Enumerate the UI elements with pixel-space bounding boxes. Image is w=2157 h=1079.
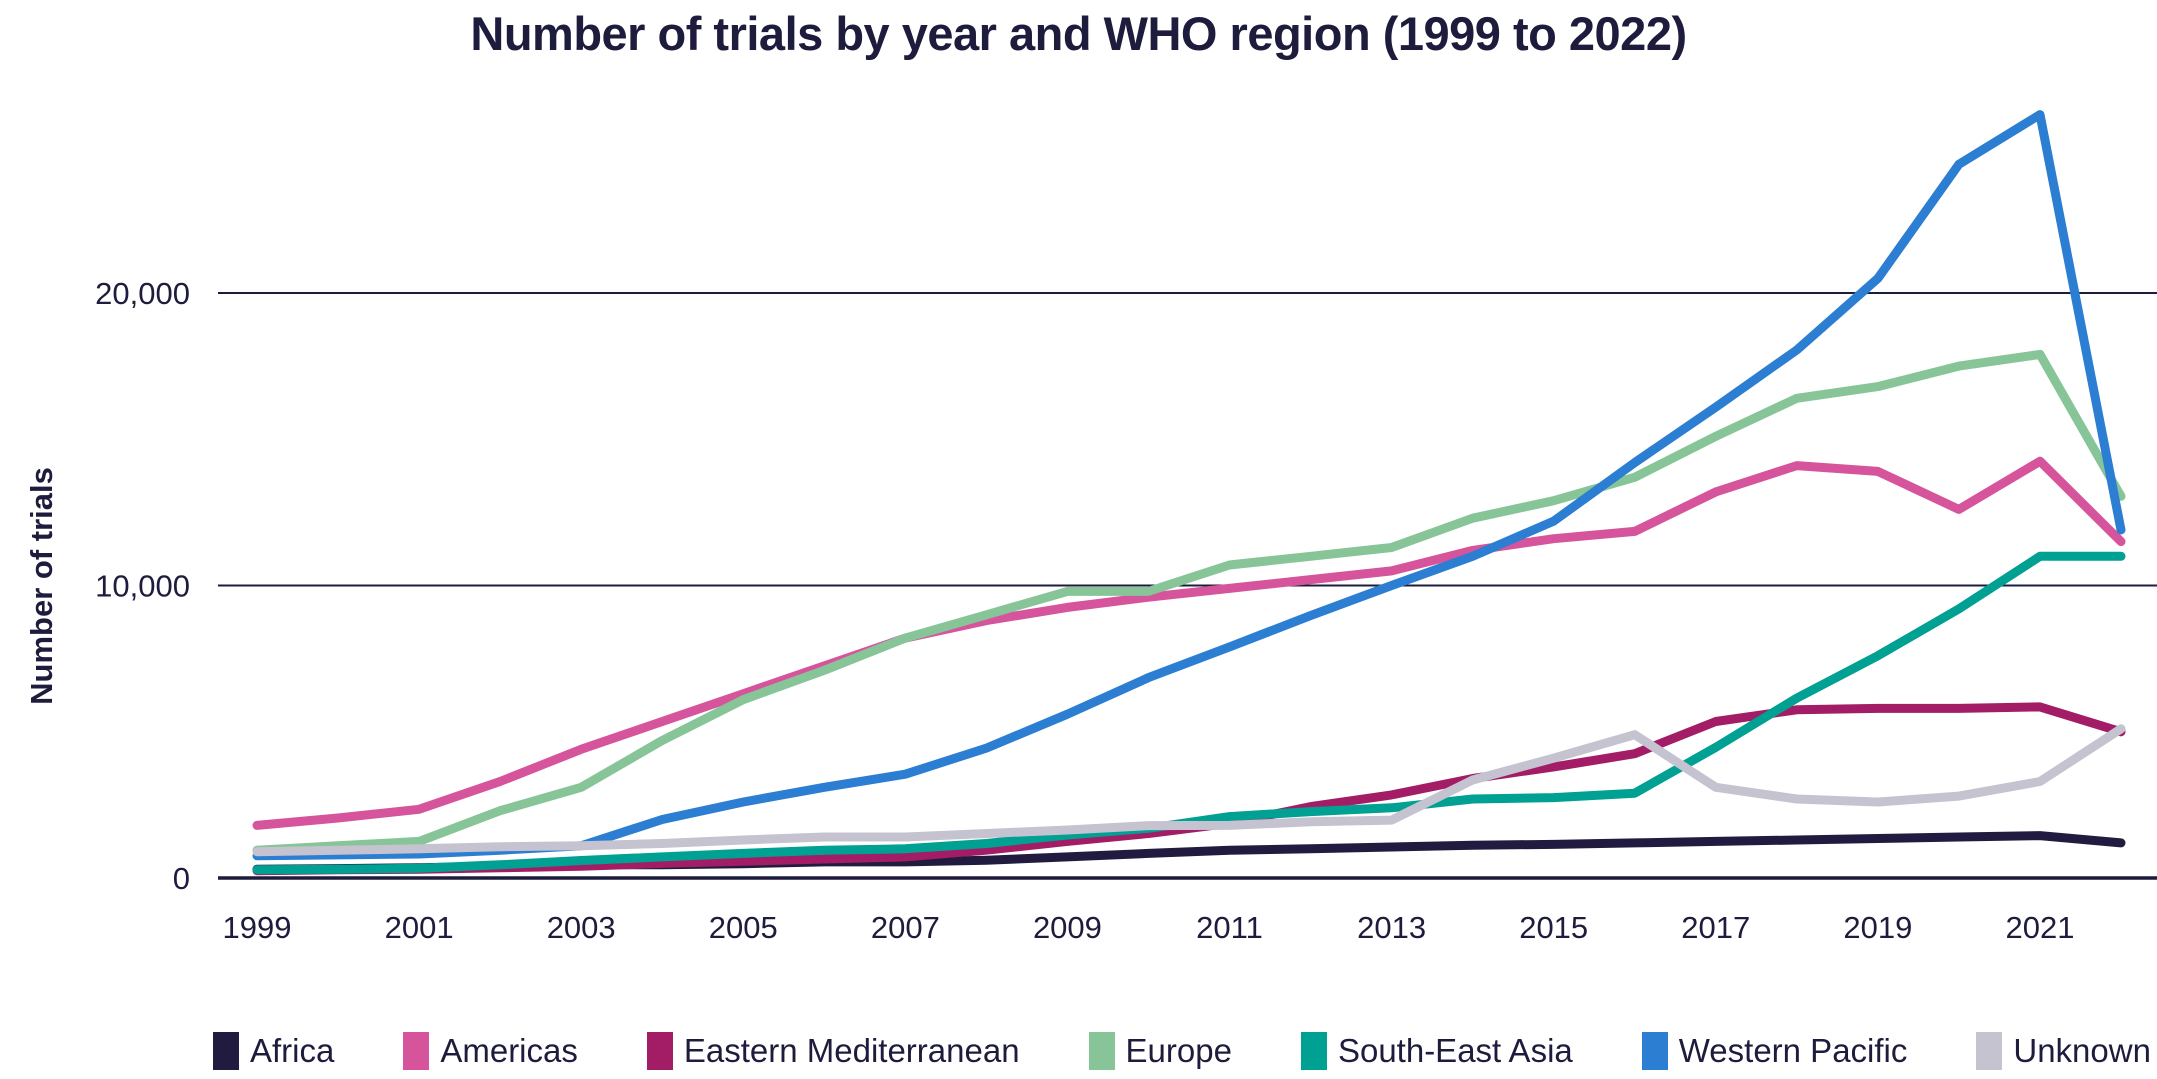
x-tick-label: 2013	[1357, 910, 1426, 945]
legend-label: Europe	[1125, 1032, 1232, 1069]
chart-legend: Africa Americas Eastern Mediterranean Europ…	[213, 1028, 2151, 1074]
legend-item-south-east-asia[interactable]: South-East Asia	[1300, 1032, 1573, 1070]
legend-swatch	[403, 1032, 430, 1070]
legend-item-africa[interactable]: Africa	[213, 1032, 334, 1070]
data-line-americas	[252, 456, 2126, 830]
x-tick-label: 2011	[1196, 910, 1263, 945]
legend-item-americas[interactable]: Americas	[403, 1032, 578, 1070]
x-tick-label: 2003	[547, 910, 616, 945]
x-tick-label: 2019	[1843, 910, 1912, 945]
y-tick-label: 10,000	[95, 569, 190, 604]
legend-swatch	[1088, 1032, 1115, 1070]
legend-label: Western Pacific	[1678, 1032, 1908, 1069]
legend-label: Unknown	[2013, 1032, 2151, 1069]
x-tick-label: 2007	[871, 910, 940, 945]
legend-item-unknown[interactable]: Unknown	[1976, 1032, 2151, 1070]
legend-label: South-East Asia	[1337, 1032, 1573, 1069]
legend-label: Eastern Mediterranean	[683, 1032, 1020, 1069]
x-tick-label: 2009	[1033, 910, 1102, 945]
legend-item-western-pacific[interactable]: Western Pacific	[1641, 1032, 1908, 1070]
y-tick-label: 0	[173, 861, 190, 896]
legend-swatch	[1976, 1032, 2003, 1070]
x-tick-label: 2021	[2005, 910, 2074, 945]
x-tick-label: 2001	[385, 910, 454, 945]
legend-swatch	[1300, 1032, 1327, 1070]
legend-item-eastern-mediterranean[interactable]: Eastern Mediterranean	[646, 1032, 1020, 1070]
legend-swatch	[213, 1032, 239, 1070]
chart-title: Number of trials by year and WHO region …	[470, 7, 1687, 60]
data-line-europe	[252, 349, 2126, 855]
legend-item-europe[interactable]: Europe	[1088, 1032, 1232, 1070]
legend-label: Africa	[250, 1032, 335, 1069]
y-axis-title: Number of trials	[24, 467, 59, 705]
x-tick-label: 2005	[709, 910, 778, 945]
y-tick-label: 20,000	[95, 276, 190, 311]
data-line-western-pacific	[252, 110, 2126, 861]
data-line-unknown	[252, 724, 2126, 857]
legend-swatch	[1641, 1032, 1668, 1070]
x-tick-label: 2015	[1519, 910, 1588, 945]
x-tick-label: 1999	[223, 910, 292, 945]
legend-swatch	[646, 1032, 673, 1070]
x-tick-label: 2017	[1681, 910, 1750, 945]
legend-label: Americas	[440, 1032, 578, 1069]
